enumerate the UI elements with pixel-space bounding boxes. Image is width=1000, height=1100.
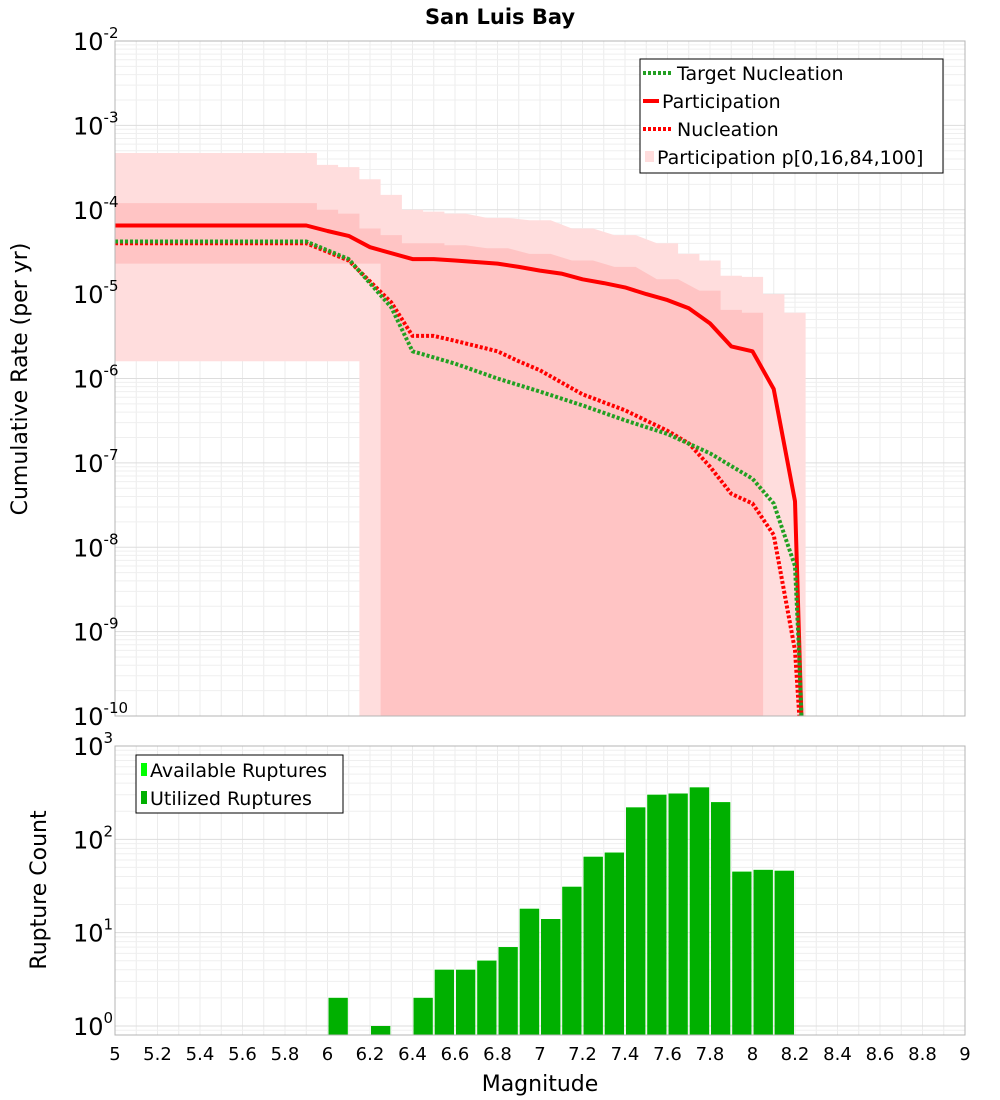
x-tick-label: 7.6 (653, 1044, 682, 1065)
count-bars (328, 787, 794, 1035)
rate-y-tick-label: 10-8 (73, 530, 119, 562)
x-tick-label: 6.8 (483, 1044, 512, 1065)
rate-legend-box (639, 58, 944, 174)
legend-swatch-available (141, 763, 147, 776)
legend-label-target-nucleation: Target Nucleation (676, 63, 844, 85)
x-tick-label: 8.2 (781, 1044, 810, 1065)
legend-label-participation: Participation (662, 91, 781, 113)
rate-y-tick-label: 10-9 (73, 615, 119, 647)
x-tick-label: 7.2 (568, 1044, 597, 1065)
participation-band-inner (115, 203, 806, 716)
utilized-rupture-bar (647, 794, 667, 1035)
count-plot-frame (114, 745, 966, 1036)
utilized-rupture-bar (583, 856, 603, 1035)
x-tick-label: 6.2 (356, 1044, 385, 1065)
x-tick-label: 7 (534, 1044, 545, 1065)
utilized-rupture-bar (477, 960, 497, 1035)
x-tick-label: 8.8 (908, 1044, 937, 1065)
legend-label-participation-band: Participation p[0,16,84,100] (657, 147, 923, 169)
utilized-rupture-bar (626, 807, 646, 1035)
utilized-rupture-bar (732, 871, 752, 1035)
x-tick-label: 7.4 (611, 1044, 640, 1065)
count-y-tick-label: 102 (73, 822, 113, 854)
utilized-rupture-bar (753, 869, 773, 1035)
rate-y-tick-label: 10-7 (73, 446, 119, 478)
participation-line (115, 223, 804, 716)
utilized-rupture-bar (689, 787, 710, 1035)
utilized-rupture-bar (413, 997, 433, 1035)
utilized-rupture-bar (711, 802, 731, 1035)
x-tick-label: 7.8 (696, 1044, 725, 1065)
utilized-rupture-bar (541, 919, 561, 1035)
rate-y-tick-label: 10-4 (73, 193, 119, 225)
nucleation-line (115, 241, 802, 716)
utilized-rupture-bar (774, 870, 794, 1035)
utilized-rupture-bar (498, 947, 518, 1035)
rate-legend: Target Nucleation Participation Nucleati… (639, 58, 944, 174)
rate-y-tick-label: 10-2 (73, 24, 119, 56)
x-tick-label: 5.6 (228, 1044, 257, 1065)
count-y-tick-label: 100 (73, 1009, 113, 1041)
legend-label-nucleation: Nucleation (677, 119, 779, 141)
rate-panel: 10-10 10-9 10-8 10-7 10-6 10-5 10-4 10-3 10-2 Cu… (8, 24, 966, 731)
rate-y-tick-label: 10-3 (73, 108, 119, 140)
utilized-rupture-bar (668, 793, 688, 1035)
x-tick-label: 8.6 (866, 1044, 895, 1065)
x-tick-label: 8 (747, 1044, 758, 1065)
count-y-ticks: 100 101 102 103 (73, 729, 113, 1041)
count-legend-box (135, 754, 344, 814)
utilized-rupture-bar (328, 997, 348, 1035)
rate-y-axis-label: Cumulative Rate (per yr) (8, 243, 33, 516)
x-tick-label: 6 (322, 1044, 333, 1065)
utilized-rupture-bar (562, 886, 582, 1035)
x-tick-label: 5 (109, 1044, 120, 1065)
count-panel: 100 101 102 103 5 5.2 5.4 5.6 5.8 6 6.2 6.4 6.6 6.8 7… (27, 729, 971, 1097)
count-y-tick-label: 103 (73, 729, 113, 761)
rate-plot-frame (114, 40, 966, 717)
rate-y-tick-label: 10-10 (73, 699, 128, 731)
x-tick-label: 8.4 (823, 1044, 852, 1065)
utilized-rupture-bar (434, 969, 454, 1035)
legend-swatch-participation-band (645, 151, 654, 162)
rate-y-ticks: 10-10 10-9 10-8 10-7 10-6 10-5 10-4 10-3 10-2 (73, 24, 128, 731)
count-legend: Available Ruptures Utilized Ruptures (135, 754, 344, 814)
utilized-rupture-bar (519, 908, 540, 1035)
rate-y-tick-label: 10-5 (73, 277, 119, 309)
x-tick-label: 5.2 (143, 1044, 172, 1065)
legend-label-utilized: Utilized Ruptures (150, 788, 312, 810)
count-y-tick-label: 101 (73, 916, 113, 948)
utilized-rupture-bar (604, 852, 624, 1035)
legend-label-available: Available Ruptures (150, 760, 327, 782)
x-tick-label: 6.6 (441, 1044, 470, 1065)
chart-title: San Luis Bay (425, 5, 575, 29)
count-y-axis-label: Rupture Count (27, 810, 52, 970)
x-tick-label: 5.8 (271, 1044, 300, 1065)
rate-y-tick-label: 10-6 (73, 362, 119, 394)
count-x-ticks: 5 5.2 5.4 5.6 5.8 6 6.2 6.4 6.6 6.8 7 7.2 7.4 7.6 7.8 8… (109, 1044, 970, 1065)
x-tick-label: 9 (959, 1044, 970, 1065)
utilized-rupture-bar (371, 1026, 391, 1035)
rate-lines (115, 223, 804, 716)
x-tick-label: 6.4 (398, 1044, 427, 1065)
legend-swatch-utilized (141, 791, 147, 804)
participation-bands (115, 153, 806, 716)
x-tick-label: 5.4 (186, 1044, 215, 1065)
utilized-rupture-bar (456, 969, 476, 1035)
x-axis-label: Magnitude (482, 1072, 599, 1097)
